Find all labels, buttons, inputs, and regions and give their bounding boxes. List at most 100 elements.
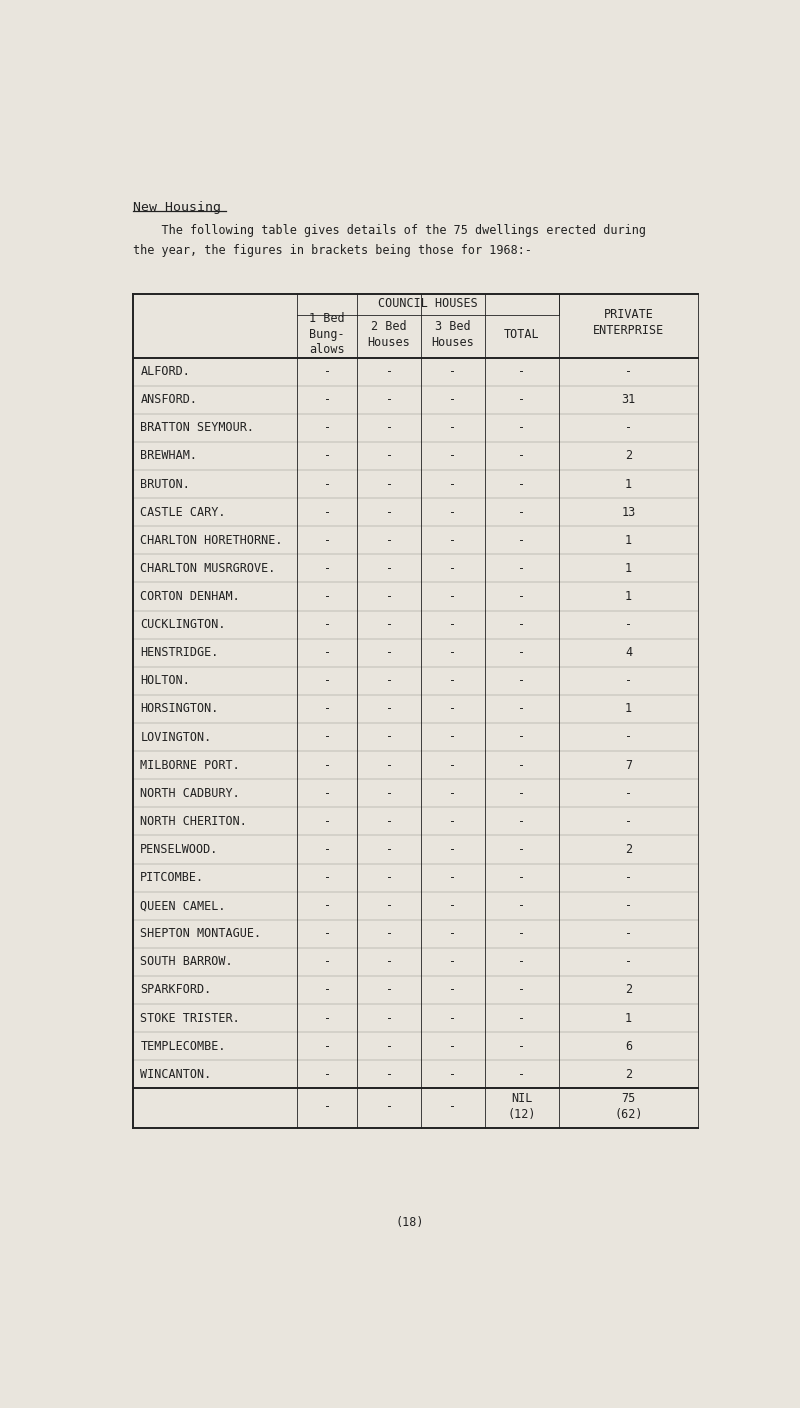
Text: -: - bbox=[386, 534, 393, 546]
Text: -: - bbox=[450, 674, 457, 687]
Text: -: - bbox=[386, 787, 393, 800]
Text: PENSELWOOD.: PENSELWOOD. bbox=[140, 843, 218, 856]
Text: 2: 2 bbox=[625, 843, 632, 856]
Text: New Housing: New Housing bbox=[133, 201, 221, 214]
Text: -: - bbox=[386, 421, 393, 435]
Text: -: - bbox=[450, 590, 457, 603]
Text: MILBORNE PORT.: MILBORNE PORT. bbox=[140, 759, 240, 772]
Text: -: - bbox=[450, 1100, 457, 1112]
Text: -: - bbox=[323, 1067, 330, 1081]
Text: -: - bbox=[450, 449, 457, 462]
Text: ANSFORD.: ANSFORD. bbox=[140, 393, 198, 407]
Text: -: - bbox=[625, 618, 632, 631]
Text: -: - bbox=[386, 449, 393, 462]
Text: -: - bbox=[386, 477, 393, 490]
Text: -: - bbox=[518, 562, 526, 574]
Text: -: - bbox=[450, 618, 457, 631]
Text: ALFORD.: ALFORD. bbox=[140, 365, 190, 379]
Text: -: - bbox=[518, 421, 526, 435]
Text: -: - bbox=[518, 956, 526, 969]
Text: -: - bbox=[323, 505, 330, 518]
Text: -: - bbox=[450, 843, 457, 856]
Text: -: - bbox=[450, 365, 457, 379]
Text: -: - bbox=[518, 1011, 526, 1025]
Text: -: - bbox=[450, 872, 457, 884]
Text: -: - bbox=[625, 900, 632, 912]
Text: QUEEN CAMEL.: QUEEN CAMEL. bbox=[140, 900, 226, 912]
Text: -: - bbox=[323, 759, 330, 772]
Text: -: - bbox=[323, 421, 330, 435]
Text: -: - bbox=[323, 928, 330, 941]
Text: -: - bbox=[518, 983, 526, 997]
Text: -: - bbox=[625, 421, 632, 435]
Text: -: - bbox=[625, 815, 632, 828]
Text: -: - bbox=[518, 843, 526, 856]
Text: the year, the figures in brackets being those for 1968:-: the year, the figures in brackets being … bbox=[133, 245, 531, 258]
Text: SPARKFORD.: SPARKFORD. bbox=[140, 983, 211, 997]
Text: TEMPLECOMBE.: TEMPLECOMBE. bbox=[140, 1039, 226, 1053]
Text: BRUTON.: BRUTON. bbox=[140, 477, 190, 490]
Text: -: - bbox=[625, 787, 632, 800]
Text: -: - bbox=[518, 590, 526, 603]
Text: CHARLTON HORETHORNE.: CHARLTON HORETHORNE. bbox=[140, 534, 283, 546]
Text: 1: 1 bbox=[625, 562, 632, 574]
Text: 2 Bed
Houses: 2 Bed Houses bbox=[368, 320, 410, 349]
Text: -: - bbox=[518, 449, 526, 462]
Text: 2: 2 bbox=[625, 449, 632, 462]
Text: -: - bbox=[386, 759, 393, 772]
Text: -: - bbox=[323, 365, 330, 379]
Text: -: - bbox=[625, 872, 632, 884]
Text: -: - bbox=[386, 900, 393, 912]
Text: 3 Bed
Houses: 3 Bed Houses bbox=[432, 320, 474, 349]
Text: -: - bbox=[323, 477, 330, 490]
Text: -: - bbox=[518, 731, 526, 743]
Text: -: - bbox=[323, 646, 330, 659]
Text: 1: 1 bbox=[625, 534, 632, 546]
Text: -: - bbox=[518, 1039, 526, 1053]
Text: -: - bbox=[323, 534, 330, 546]
Text: 31: 31 bbox=[622, 393, 636, 407]
Text: -: - bbox=[518, 928, 526, 941]
Text: -: - bbox=[323, 618, 330, 631]
Text: -: - bbox=[518, 815, 526, 828]
Text: -: - bbox=[450, 815, 457, 828]
Text: NORTH CADBURY.: NORTH CADBURY. bbox=[140, 787, 240, 800]
Text: -: - bbox=[518, 703, 526, 715]
Text: 1: 1 bbox=[625, 477, 632, 490]
Text: The following table gives details of the 75 dwellings erected during: The following table gives details of the… bbox=[133, 224, 646, 238]
Text: -: - bbox=[518, 674, 526, 687]
Text: -: - bbox=[625, 674, 632, 687]
Text: COUNCIL HOUSES: COUNCIL HOUSES bbox=[378, 297, 478, 310]
Text: TOTAL: TOTAL bbox=[504, 328, 540, 341]
Text: -: - bbox=[386, 1100, 393, 1112]
Text: 6: 6 bbox=[625, 1039, 632, 1053]
Text: SOUTH BARROW.: SOUTH BARROW. bbox=[140, 956, 233, 969]
Text: -: - bbox=[625, 928, 632, 941]
Text: -: - bbox=[386, 562, 393, 574]
Text: 1: 1 bbox=[625, 590, 632, 603]
Text: -: - bbox=[450, 900, 457, 912]
Text: -: - bbox=[450, 759, 457, 772]
Text: -: - bbox=[518, 618, 526, 631]
Text: -: - bbox=[386, 365, 393, 379]
Text: -: - bbox=[386, 815, 393, 828]
Text: -: - bbox=[323, 956, 330, 969]
Text: -: - bbox=[450, 928, 457, 941]
Text: -: - bbox=[518, 872, 526, 884]
Text: -: - bbox=[450, 393, 457, 407]
Text: -: - bbox=[323, 703, 330, 715]
Text: 1 Bed
Bung-
alows: 1 Bed Bung- alows bbox=[310, 313, 345, 356]
Text: -: - bbox=[518, 646, 526, 659]
Text: -: - bbox=[518, 787, 526, 800]
Text: -: - bbox=[323, 1039, 330, 1053]
Text: -: - bbox=[518, 365, 526, 379]
Text: -: - bbox=[518, 505, 526, 518]
Text: -: - bbox=[518, 534, 526, 546]
Text: -: - bbox=[450, 1067, 457, 1081]
Text: -: - bbox=[386, 590, 393, 603]
Text: CHARLTON MUSRGROVE.: CHARLTON MUSRGROVE. bbox=[140, 562, 276, 574]
Text: BREWHAM.: BREWHAM. bbox=[140, 449, 198, 462]
Text: -: - bbox=[323, 1100, 330, 1112]
Text: 75
(62): 75 (62) bbox=[614, 1091, 643, 1121]
Text: -: - bbox=[323, 815, 330, 828]
